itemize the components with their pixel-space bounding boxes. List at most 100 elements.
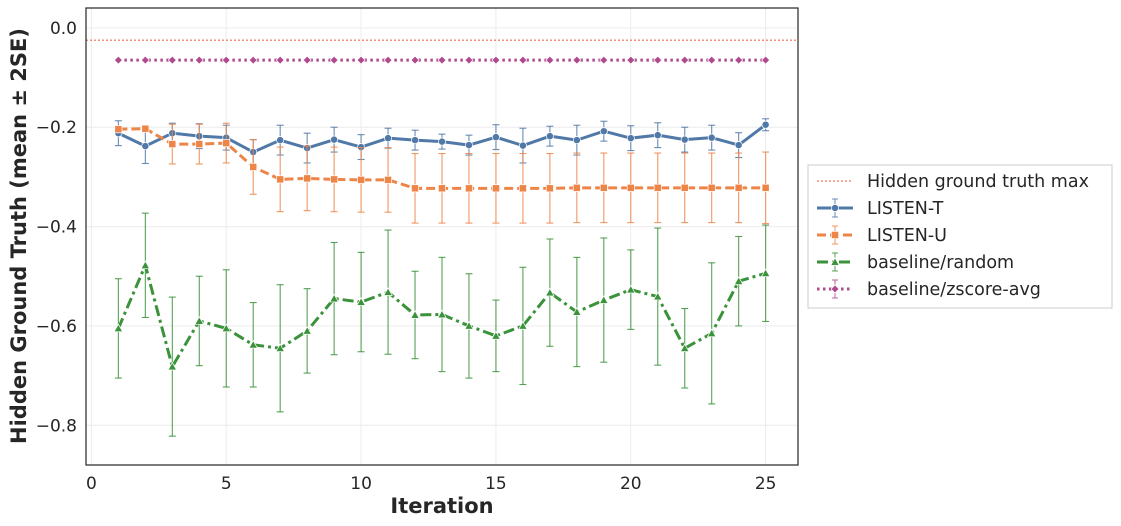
data-point: [410, 310, 420, 319]
data-point: [140, 260, 151, 270]
data-point: [518, 184, 527, 193]
x-tick-label: 5: [221, 474, 232, 494]
data-point: [830, 284, 840, 294]
data-point: [491, 133, 500, 142]
data-point: [572, 307, 582, 316]
data-point: [830, 257, 840, 266]
data-point: [626, 55, 636, 65]
data-point: [734, 141, 743, 150]
y-tick-label: 0.0: [50, 19, 77, 39]
data-point: [518, 141, 527, 150]
legend-item-hidden-ground-truth-max: Hidden ground truth max: [817, 172, 1089, 192]
data-point: [275, 55, 285, 65]
data-point: [491, 184, 500, 193]
data-point: [330, 175, 339, 184]
legend-item-listen-t: LISTEN-T: [817, 198, 944, 219]
legend: Hidden ground truth max LISTEN-T LISTEN-U b…: [807, 164, 1113, 309]
legend-item-baseline-random: baseline/random: [817, 252, 1014, 273]
data-point: [302, 325, 312, 335]
data-point: [438, 184, 446, 193]
data-point: [356, 297, 366, 306]
data-point: [545, 287, 555, 297]
data-point: [572, 136, 581, 145]
legend-label: baseline/random: [867, 253, 1014, 273]
legend-label: LISTEN-U: [867, 226, 947, 246]
data-point: [248, 55, 258, 65]
data-point: [411, 184, 419, 193]
data-point: [113, 55, 123, 65]
data-point: [168, 140, 177, 149]
data-point: [221, 323, 232, 333]
data-point: [221, 55, 231, 65]
data-point: [464, 320, 474, 330]
data-point: [357, 175, 366, 184]
data-point: [465, 184, 473, 193]
data-point: [626, 183, 635, 192]
legend-item-listen-u: LISTEN-U: [817, 225, 947, 246]
series-baseline-zscore-avg: [113, 55, 771, 65]
data-point: [680, 55, 690, 65]
data-point: [831, 204, 839, 212]
series-layer: [113, 55, 771, 437]
data-point: [625, 284, 636, 294]
data-point: [464, 55, 474, 65]
data-point: [195, 140, 204, 149]
data-point: [167, 361, 178, 371]
data-point: [680, 183, 689, 192]
y-axis-label: Hidden Ground Truth (mean ± 2SE): [7, 28, 31, 444]
data-point: [329, 55, 339, 65]
data-point: [437, 55, 447, 65]
data-point: [167, 55, 177, 65]
data-point: [249, 163, 258, 171]
data-point: [141, 142, 150, 151]
y-tick-label: −0.8: [36, 416, 77, 436]
data-point: [329, 293, 339, 303]
data-point: [222, 139, 231, 148]
data-point: [545, 184, 554, 193]
data-point: [518, 320, 528, 330]
data-point: [302, 55, 312, 65]
data-point: [760, 268, 771, 277]
legend-item-baseline-zscore-avg: baseline/zscore-avg: [817, 279, 1041, 300]
data-point: [276, 175, 285, 184]
x-tick-label: 25: [755, 474, 777, 494]
series-listen-u: [114, 122, 770, 225]
y-tick-label: −0.6: [36, 317, 77, 337]
data-point: [437, 309, 447, 319]
data-point: [518, 55, 528, 65]
data-point: [113, 323, 124, 333]
data-point: [653, 55, 663, 65]
data-point: [491, 55, 501, 65]
data-point: [383, 287, 393, 296]
y-tick-label: −0.4: [36, 218, 77, 238]
data-point: [384, 175, 393, 184]
data-point: [572, 55, 582, 65]
data-point: [411, 136, 419, 145]
x-tick-label: 15: [485, 474, 507, 494]
data-point: [734, 55, 744, 65]
data-point: [626, 134, 635, 143]
data-point: [194, 316, 205, 325]
data-point: [545, 55, 555, 65]
data-point: [248, 339, 259, 349]
data-point: [194, 55, 204, 65]
data-point: [680, 135, 689, 144]
data-point: [599, 127, 608, 136]
data-point: [831, 231, 839, 239]
data-point: [545, 132, 554, 141]
data-point: [491, 330, 501, 340]
data-point: [384, 134, 393, 143]
x-tick-label: 20: [620, 474, 642, 494]
data-point: [679, 343, 690, 352]
data-point: [652, 291, 663, 301]
data-point: [761, 120, 770, 129]
data-point: [465, 141, 473, 150]
data-point: [653, 183, 662, 192]
x-axis-label: Iteration: [390, 494, 493, 518]
data-point: [572, 183, 581, 192]
data-point: [761, 55, 771, 65]
data-point: [114, 125, 123, 134]
x-tick-label: 10: [350, 474, 372, 494]
x-axis-ticks: 0 5 10 15 20 25: [86, 474, 776, 494]
